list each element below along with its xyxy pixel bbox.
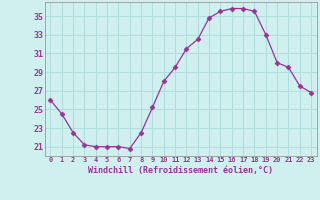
X-axis label: Windchill (Refroidissement éolien,°C): Windchill (Refroidissement éolien,°C) xyxy=(88,166,273,175)
